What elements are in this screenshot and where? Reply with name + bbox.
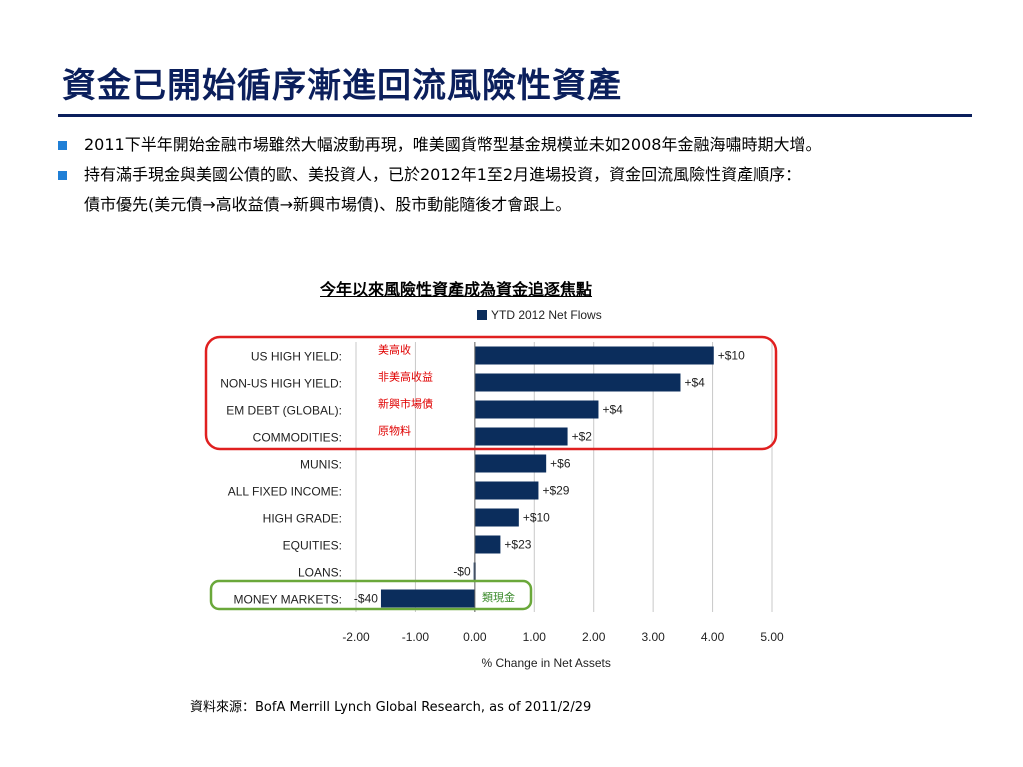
x-tick-label: -1.00 bbox=[402, 630, 430, 644]
page-title: 資金已開始循序漸進回流風險性資產 bbox=[62, 66, 622, 106]
x-tick-label: 2.00 bbox=[582, 630, 606, 644]
data-label: +$6 bbox=[550, 457, 571, 471]
title-underline bbox=[58, 114, 972, 117]
chart-title: 今年以來風險性資產成為資金追逐焦點 bbox=[320, 280, 593, 299]
category-annotation: 原物料 bbox=[378, 424, 411, 438]
bar bbox=[380, 589, 475, 608]
bar bbox=[474, 427, 568, 446]
x-tick-label: 5.00 bbox=[760, 630, 784, 644]
legend-swatch bbox=[477, 310, 487, 320]
category-label: MUNIS: bbox=[300, 458, 342, 472]
bullet-item: 持有滿手現金與美國公債的歐、美投資人，已於2012年1至2月進場投資，資金回流風… bbox=[58, 160, 998, 220]
bar bbox=[474, 454, 547, 473]
category-label: US HIGH YIELD: bbox=[251, 350, 342, 364]
data-label: -$40 bbox=[354, 592, 378, 606]
data-label: +$10 bbox=[523, 511, 550, 525]
x-tick-label: 3.00 bbox=[641, 630, 665, 644]
x-axis-label: % Change in Net Assets bbox=[481, 656, 610, 670]
category-label: HIGH GRADE: bbox=[263, 512, 342, 526]
data-label: +$23 bbox=[504, 538, 531, 552]
category-annotation: 非美高收益 bbox=[378, 370, 433, 384]
bullet-list: 2011下半年開始金融市場雖然大幅波動再現，唯美國貨幣型基金規模並未如2008年… bbox=[58, 130, 998, 220]
x-tick-label: 4.00 bbox=[701, 630, 725, 644]
bullet-text-continued: 債市優先(美元債→高收益債→新興市場債)、股市動能隨後才會跟上。 bbox=[84, 195, 572, 214]
category-label: NON-US HIGH YIELD: bbox=[220, 377, 342, 391]
data-label: +$4 bbox=[684, 376, 705, 390]
category-label: COMMODITIES: bbox=[253, 431, 342, 445]
x-tick-label: 1.00 bbox=[523, 630, 547, 644]
cash-annotation: 類現金 bbox=[482, 590, 515, 604]
data-label: +$2 bbox=[572, 430, 593, 444]
category-label: ALL FIXED INCOME: bbox=[228, 485, 342, 499]
bullet-item: 2011下半年開始金融市場雖然大幅波動再現，唯美國貨幣型基金規模並未如2008年… bbox=[58, 130, 998, 160]
category-annotation: 新興市場債 bbox=[378, 397, 433, 411]
bullet-text: 持有滿手現金與美國公債的歐、美投資人，已於2012年1至2月進場投資，資金回流風… bbox=[84, 165, 802, 184]
bullet-text: 2011下半年開始金融市場雖然大幅波動再現，唯美國貨幣型基金規模並未如2008年… bbox=[84, 135, 822, 154]
x-tick-label: -2.00 bbox=[342, 630, 370, 644]
data-label: +$10 bbox=[718, 349, 745, 363]
bar bbox=[474, 508, 519, 527]
category-label: MONEY MARKETS: bbox=[234, 593, 342, 607]
data-label: +$29 bbox=[542, 484, 569, 498]
bar bbox=[474, 400, 599, 419]
bar bbox=[474, 535, 501, 554]
category-label: LOANS: bbox=[298, 566, 342, 580]
data-label: -$0 bbox=[453, 565, 471, 579]
source-note: 資料來源：BofA Merrill Lynch Global Research,… bbox=[190, 700, 592, 715]
data-label: +$4 bbox=[602, 403, 623, 417]
category-annotation: 美高收 bbox=[378, 343, 411, 357]
bar bbox=[474, 481, 539, 500]
bullet-square-icon bbox=[58, 171, 67, 180]
category-label: EQUITIES: bbox=[283, 539, 342, 553]
legend-label: YTD 2012 Net Flows bbox=[491, 308, 602, 322]
category-label: EM DEBT (GLOBAL): bbox=[226, 404, 342, 418]
x-tick-label: 0.00 bbox=[463, 630, 487, 644]
money-market-highlight-box bbox=[209, 579, 533, 611]
bar bbox=[474, 373, 681, 392]
high-yield-highlight-box bbox=[204, 335, 778, 451]
bar bbox=[474, 346, 714, 365]
bullet-square-icon bbox=[58, 141, 67, 150]
